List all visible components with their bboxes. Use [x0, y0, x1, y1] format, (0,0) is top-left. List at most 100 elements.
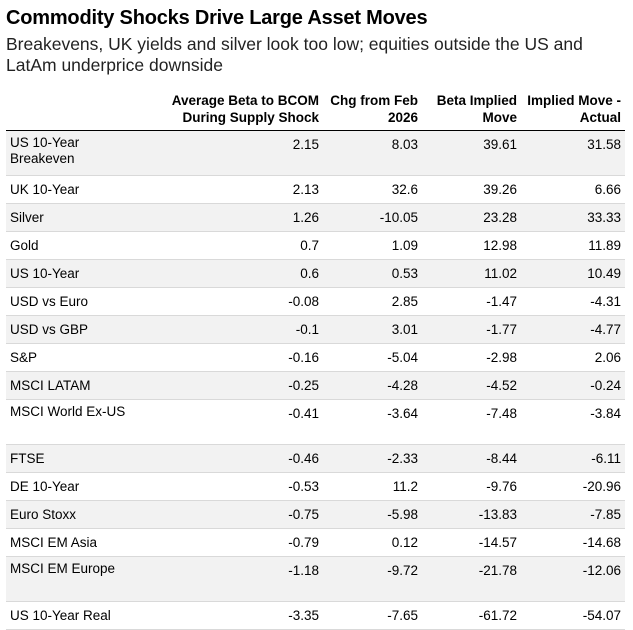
row-change: 2.85 [323, 287, 422, 316]
row-beta: 2.15 [150, 130, 323, 176]
table-row: UK 10-Year 2.13 32.6 39.26 6.66 [6, 175, 625, 204]
row-implied-move: 39.26 [422, 175, 521, 204]
table-row: MSCI World Ex-US -0.41 -3.64 -7.48 -3.84 [6, 399, 625, 445]
table-row: Gold 0.7 1.09 12.98 11.89 [6, 231, 625, 260]
table-row: US 10-Year 0.6 0.53 11.02 10.49 [6, 259, 625, 288]
row-asset-name: US 10-Year Breakeven [6, 130, 150, 176]
row-asset-name: MSCI EM Asia [6, 528, 150, 557]
row-implied-move: -13.83 [422, 500, 521, 529]
row-implied-move: -8.44 [422, 444, 521, 473]
row-beta: -0.46 [150, 444, 323, 473]
row-beta: -1.18 [150, 556, 323, 602]
row-implied-minus-actual: 2.06 [521, 343, 625, 372]
row-asset-name: USD vs Euro [6, 287, 150, 316]
row-beta: -0.79 [150, 528, 323, 557]
row-implied-move: 12.98 [422, 231, 521, 260]
row-implied-move: 11.02 [422, 259, 521, 288]
row-change: -2.33 [323, 444, 422, 473]
row-asset-name: S&P [6, 343, 150, 372]
row-beta: -0.08 [150, 287, 323, 316]
row-implied-minus-actual: -12.06 [521, 556, 625, 602]
row-asset-name: Gold [6, 231, 150, 260]
row-implied-minus-actual: -20.96 [521, 472, 625, 501]
table-row: S&P -0.16 -5.04 -2.98 2.06 [6, 343, 625, 372]
row-asset-name: UK 10-Year [6, 175, 150, 204]
row-change: 8.03 [323, 130, 422, 176]
row-implied-move: -9.76 [422, 472, 521, 501]
row-beta: -0.1 [150, 315, 323, 344]
row-asset-name: FTSE [6, 444, 150, 473]
row-change: -9.72 [323, 556, 422, 602]
table-row: MSCI LATAM -0.25 -4.28 -4.52 -0.24 [6, 371, 625, 400]
table-header-row: Average Beta to BCOM During Supply Shock… [6, 92, 625, 131]
row-implied-minus-actual: 11.89 [521, 231, 625, 260]
row-asset-name: Silver [6, 203, 150, 232]
row-beta: -0.25 [150, 371, 323, 400]
row-implied-move: -2.98 [422, 343, 521, 372]
header-implied-move: Beta Implied Move [422, 92, 521, 131]
row-implied-move: -1.77 [422, 315, 521, 344]
row-change: 11.2 [323, 472, 422, 501]
row-beta: -0.16 [150, 343, 323, 372]
row-asset-name: MSCI World Ex-US [6, 399, 150, 445]
row-beta: 0.7 [150, 231, 323, 260]
table-row: US 10-Year Real -3.35 -7.65 -61.72 -54.07 [6, 601, 625, 630]
row-change: 1.09 [323, 231, 422, 260]
row-implied-move: -14.57 [422, 528, 521, 557]
row-implied-minus-actual: 33.33 [521, 203, 625, 232]
row-beta: 2.13 [150, 175, 323, 204]
row-implied-move: 39.61 [422, 130, 521, 176]
header-beta: Average Beta to BCOM During Supply Shock [150, 92, 323, 131]
table-body: US 10-Year Breakeven 2.15 8.03 39.61 31.58 UK… [6, 130, 625, 630]
row-implied-minus-actual: -3.84 [521, 399, 625, 445]
row-implied-minus-actual: -4.77 [521, 315, 625, 344]
row-implied-minus-actual: 10.49 [521, 259, 625, 288]
row-asset-name: Euro Stoxx [6, 500, 150, 529]
row-change: -4.28 [323, 371, 422, 400]
row-implied-minus-actual: -4.31 [521, 287, 625, 316]
table-row: MSCI EM Europe -1.18 -9.72 -21.78 -12.06 [6, 556, 625, 602]
header-change: Chg from Feb 2026 [323, 92, 422, 131]
row-beta: 0.6 [150, 259, 323, 288]
row-implied-minus-actual: 6.66 [521, 175, 625, 204]
row-asset-name: MSCI EM Europe [6, 556, 150, 602]
row-implied-minus-actual: 31.58 [521, 130, 625, 176]
row-implied-minus-actual: -14.68 [521, 528, 625, 557]
row-beta: -0.75 [150, 500, 323, 529]
table-row: US 10-Year Breakeven 2.15 8.03 39.61 31.58 [6, 130, 625, 176]
row-change: -3.64 [323, 399, 422, 445]
row-beta: -0.53 [150, 472, 323, 501]
row-asset-name: MSCI LATAM [6, 371, 150, 400]
table-row: Silver 1.26 -10.05 23.28 33.33 [6, 203, 625, 232]
row-beta: -0.41 [150, 399, 323, 445]
row-implied-move: -61.72 [422, 601, 521, 630]
row-change: -5.98 [323, 500, 422, 529]
row-asset-name: US 10-Year [6, 259, 150, 288]
row-change: -10.05 [323, 203, 422, 232]
header-asset [6, 92, 150, 131]
row-implied-minus-actual: -54.07 [521, 601, 625, 630]
row-implied-move: -4.52 [422, 371, 521, 400]
row-implied-minus-actual: -7.85 [521, 500, 625, 529]
row-change: -7.65 [323, 601, 422, 630]
row-implied-move: -21.78 [422, 556, 521, 602]
row-change: 0.12 [323, 528, 422, 557]
subtitle: Breakevens, UK yields and silver look to… [6, 34, 583, 75]
table-row: Euro Stoxx -0.75 -5.98 -13.83 -7.85 [6, 500, 625, 529]
row-implied-move: -1.47 [422, 287, 521, 316]
table-row: DE 10-Year -0.53 11.2 -9.76 -20.96 [6, 472, 625, 501]
header-implied-minus-actual: Implied Move - Actual [521, 92, 625, 131]
data-table: Average Beta to BCOM During Supply Shock… [6, 92, 625, 630]
table-row: USD vs GBP -0.1 3.01 -1.77 -4.77 [6, 315, 625, 344]
row-asset-name: DE 10-Year [6, 472, 150, 501]
row-beta: -3.35 [150, 601, 323, 630]
row-implied-minus-actual: -6.11 [521, 444, 625, 473]
page-title: Commodity Shocks Drive Large Asset Moves [6, 7, 428, 29]
row-change: 0.53 [323, 259, 422, 288]
row-change: 3.01 [323, 315, 422, 344]
row-asset-name: USD vs GBP [6, 315, 150, 344]
row-change: 32.6 [323, 175, 422, 204]
row-implied-move: -7.48 [422, 399, 521, 445]
table-row: FTSE -0.46 -2.33 -8.44 -6.11 [6, 444, 625, 473]
